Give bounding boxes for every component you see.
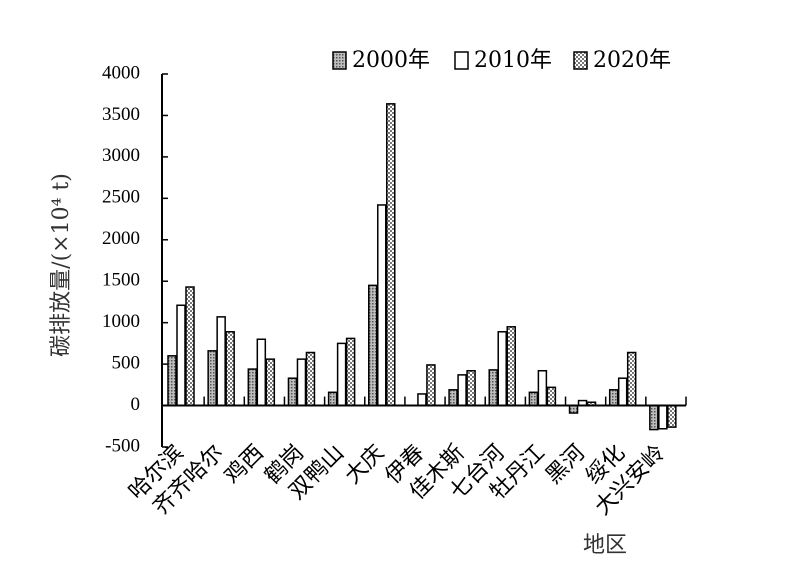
bar [225, 331, 235, 407]
category-label: 黑河 [541, 440, 590, 489]
bar [466, 369, 476, 407]
bar [256, 338, 267, 407]
bar [448, 389, 458, 407]
bar [497, 331, 507, 407]
bar [336, 342, 347, 407]
bar [305, 351, 316, 407]
bar [386, 103, 396, 407]
y-tick-label: 1500 [102, 270, 140, 291]
bar [488, 369, 498, 407]
y-tick-label: 1000 [102, 311, 140, 332]
bar [167, 355, 177, 407]
y-tick-label: 2000 [102, 228, 140, 249]
bar [287, 377, 298, 407]
y-tick-label: 3500 [102, 104, 140, 125]
bar [528, 391, 539, 407]
bar [426, 364, 436, 407]
y-tick-label: 2500 [102, 187, 140, 208]
bar [296, 358, 307, 407]
bar [568, 404, 579, 414]
bar [207, 350, 217, 407]
legend-swatch [573, 51, 588, 70]
legend-label: 2010年 [474, 48, 552, 73]
bar [457, 374, 467, 407]
bar [345, 337, 356, 407]
bar [247, 368, 258, 407]
bar [216, 316, 226, 407]
legend-label: 2020年 [593, 48, 671, 73]
y-tick-label: 3000 [102, 145, 140, 166]
bar [649, 404, 659, 431]
category-label: 鸡西 [220, 440, 269, 489]
bar [368, 284, 378, 407]
bar [506, 326, 516, 407]
bar [185, 286, 195, 407]
bar [176, 304, 186, 407]
bar [667, 404, 677, 428]
bar [608, 389, 619, 407]
bar [626, 351, 637, 407]
bar [537, 369, 548, 407]
x-axis-title: 地区 [583, 533, 627, 558]
bar [658, 404, 668, 430]
legend-swatch [332, 51, 347, 70]
y-tick-label: 4000 [102, 62, 140, 83]
bar [327, 391, 338, 407]
y-tick-label: 0 [131, 394, 141, 415]
y-axis-title: 碳排放量/(×10⁴ t) [49, 173, 74, 357]
y-tick-label: 500 [112, 352, 141, 373]
legend: 2000年 2010年 2020年 [332, 48, 671, 73]
bar [377, 204, 387, 407]
legend-label: 2000年 [352, 48, 430, 73]
y-tick-label: -500 [105, 435, 140, 456]
bar [546, 386, 557, 407]
bar [417, 393, 427, 407]
bar [265, 358, 276, 407]
legend-swatch [454, 51, 469, 70]
category-label: 大庆 [340, 440, 389, 489]
bar [617, 377, 628, 407]
